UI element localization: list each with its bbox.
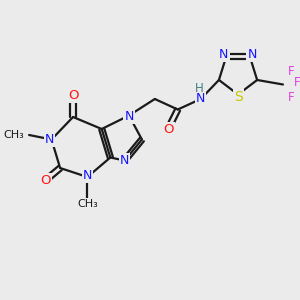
- Text: F: F: [294, 76, 300, 89]
- Text: N: N: [196, 92, 206, 106]
- Text: O: O: [40, 174, 50, 187]
- Text: F: F: [288, 91, 294, 103]
- Text: H: H: [195, 82, 204, 95]
- Text: N: N: [124, 110, 134, 124]
- Text: O: O: [68, 89, 78, 102]
- Text: CH₃: CH₃: [77, 199, 98, 209]
- Text: N: N: [248, 48, 257, 61]
- Text: N: N: [45, 133, 54, 146]
- Text: N: N: [120, 154, 129, 167]
- Text: N: N: [83, 169, 92, 182]
- Text: O: O: [163, 123, 174, 136]
- Text: S: S: [234, 90, 242, 104]
- Text: N: N: [219, 48, 229, 61]
- Text: F: F: [288, 65, 294, 78]
- Text: CH₃: CH₃: [3, 130, 24, 140]
